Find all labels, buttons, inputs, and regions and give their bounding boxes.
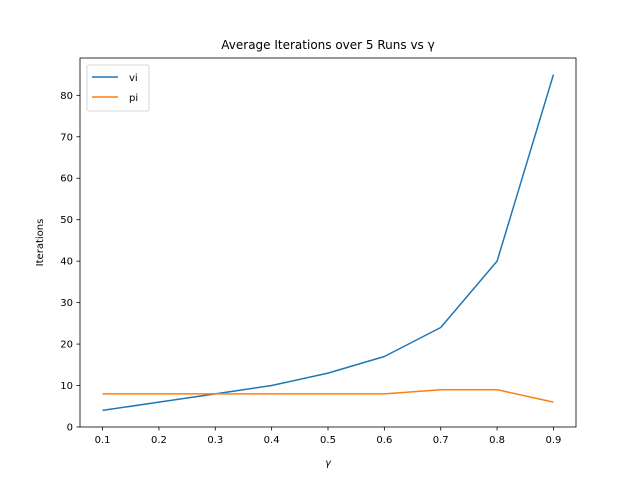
x-tick-label: 0.8: [489, 435, 505, 446]
chart-title: Average Iterations over 5 Runs vs γ: [221, 38, 434, 52]
y-axis-label: Iterations: [35, 219, 46, 267]
x-axis-label: γ: [325, 458, 332, 469]
x-tick-label: 0.3: [207, 435, 223, 446]
y-tick-label: 70: [60, 132, 73, 143]
x-tick-label: 0.2: [151, 435, 167, 446]
x-tick-label: 0.6: [376, 435, 392, 446]
series-layer: [102, 74, 555, 412]
x-tick-label: 0.5: [320, 435, 336, 446]
y-tick-label: 20: [60, 340, 73, 351]
y-tick-label: 0: [67, 423, 73, 434]
legend-box: [86, 64, 150, 112]
y-axis-ticks: 0 10 20 30 40 50 60 70 80: [60, 91, 80, 434]
x-tick-label: 0.7: [433, 435, 449, 446]
y-tick-label: 30: [60, 298, 73, 309]
x-axis-ticks: 0.1 0.2 0.3 0.4 0.5 0.6 0.7 0.8 0.9: [95, 427, 562, 446]
legend-label-pi: pi: [129, 93, 138, 104]
x-tick-label: 0.9: [546, 435, 562, 446]
y-tick-label: 50: [60, 215, 73, 226]
series-line-vi: [102, 74, 555, 412]
y-tick-label: 10: [60, 381, 73, 392]
y-tick-label: 60: [60, 174, 73, 185]
legend: vi pi: [86, 64, 150, 112]
series-line-pi: [102, 388, 554, 403]
x-tick-label: 0.1: [95, 435, 111, 446]
y-tick-label: 40: [60, 257, 73, 268]
y-tick-label: 80: [60, 91, 73, 102]
legend-label-vi: vi: [129, 73, 138, 84]
x-tick-label: 0.4: [264, 435, 280, 446]
